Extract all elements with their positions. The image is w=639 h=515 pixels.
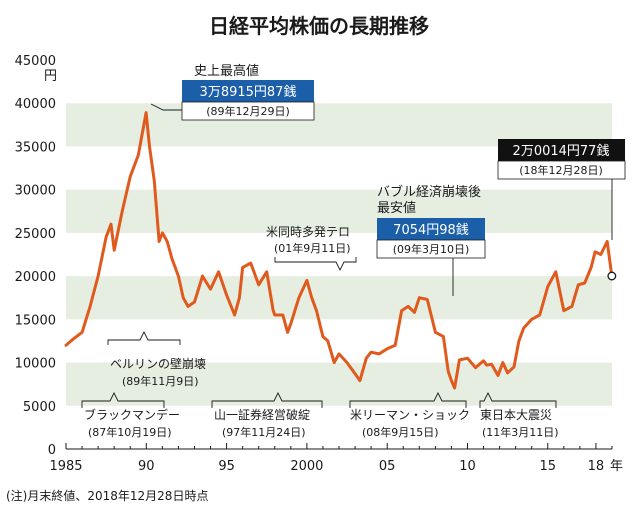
record-high-pointer [150, 103, 182, 111]
y-unit-label: 円 [44, 69, 57, 84]
record-high-date: (89年12月29日) [206, 104, 290, 118]
annotation-sept-11: 米同時多発テロ (01年9月11日) [266, 225, 357, 272]
black-monday-date: (87年10月19日) [88, 425, 172, 439]
latest-value-box [498, 139, 625, 161]
latest-value: 2万0014円77銭 [513, 144, 610, 159]
annotation-berlin-wall: ベルリンの壁崩壊 (89年11月9日) [107, 330, 206, 388]
tohoku-bracket [479, 391, 557, 408]
y-axis: 0 5000 10000 15000 20000 25000 30000 35000 40000… [15, 54, 56, 458]
y-tick-label: 10000 [15, 357, 56, 372]
sept-11-label: 米同時多発テロ [266, 225, 350, 239]
record-high-value-box [182, 80, 314, 102]
y-tick-label: 30000 [15, 184, 56, 199]
lehman-bracket [349, 391, 467, 408]
y-tick-label: 0 [48, 443, 56, 458]
berlin-wall-label: ベルリンの壁崩壊 [110, 356, 206, 371]
record-high-date-box [181, 101, 315, 121]
background-bands [66, 103, 612, 406]
latest-date-box [497, 160, 626, 180]
annotation-lehman: 米リーマン・ショック (08年9月15日) [349, 391, 470, 439]
annotation-tohoku: 東日本大震災 (11年3月11日) [479, 391, 559, 439]
y-tick-label: 25000 [15, 227, 56, 242]
x-axis: 1985 90 95 2000 05 10 15 18 [49, 443, 613, 474]
yamaichi-label: 山一証券経営破綻 [214, 407, 310, 422]
black-monday-bracket [81, 391, 165, 408]
latest-date: (18年12月28日) [519, 163, 603, 177]
record-high-heading: 史上最高値 [194, 63, 259, 79]
annotation-latest: 2万0014円77銭 (18年12月28日) [497, 139, 626, 240]
low-heading-line1: バブル経済崩壊後 [377, 184, 481, 200]
y-tick-label: 5000 [23, 400, 56, 415]
black-monday-label: ブラックマンデー [84, 407, 180, 422]
x-tick-label: 15 [539, 459, 556, 474]
x-tick-label: 1985 [49, 459, 82, 474]
x-tick-label: 10 [459, 459, 476, 474]
low-date: (09年3月10日) [393, 242, 470, 256]
yamaichi-bracket [211, 391, 323, 408]
x-tick-label: 95 [218, 459, 235, 474]
band-1 [66, 276, 612, 320]
y-tick-label: 15000 [15, 313, 56, 328]
footnote: (注)月末終値、2018年12月28日時点 [6, 488, 208, 503]
x-unit-label: 年 [610, 459, 623, 474]
x-tick-label: 2000 [290, 459, 323, 474]
x-tick-label: 18 [588, 459, 605, 474]
band-0 [66, 362, 612, 406]
x-tick-label: 05 [379, 459, 396, 474]
y-tick-label: 45000 [15, 54, 56, 69]
chart-title: 日経平均株価の長期推移 [209, 14, 429, 38]
end-marker [607, 271, 617, 281]
berlin-wall-date: (89年11月9日) [122, 374, 199, 388]
x-tick-label: 90 [138, 459, 155, 474]
y-tick-label: 40000 [15, 97, 56, 112]
y-tick-label: 35000 [15, 140, 56, 155]
annotation-yamaichi: 山一証券経営破綻 (97年11月24日) [211, 391, 323, 439]
record-high-value: 3万8915円87銭 [200, 85, 297, 100]
yamaichi-date: (97年11月24日) [222, 425, 306, 439]
annotation-post-bubble-low: バブル経済崩壊後 最安値 7054円98銭 (09年3月10日) [376, 184, 486, 296]
tohoku-label: 東日本大震災 [480, 408, 552, 422]
sept-11-bracket [274, 257, 357, 272]
annotation-record-high: 史上最高値 3万8915円87銭 (89年12月29日) [150, 63, 315, 121]
berlin-wall-bracket [107, 330, 181, 345]
tohoku-date: (11年3月11日) [482, 425, 559, 439]
low-value: 7054円98銭 [393, 223, 469, 238]
series-line [64, 111, 614, 390]
sept-11-date: (01年9月11日) [274, 241, 351, 255]
lehman-label: 米リーマン・ショック [350, 408, 470, 422]
low-date-box [376, 239, 486, 259]
annotation-black-monday: ブラックマンデー (87年10月19日) [81, 391, 180, 439]
low-heading-line2: 最安値 [377, 200, 416, 216]
lehman-date: (08年9月15日) [362, 425, 439, 439]
y-tick-label: 20000 [15, 270, 56, 285]
low-value-box [377, 218, 485, 240]
